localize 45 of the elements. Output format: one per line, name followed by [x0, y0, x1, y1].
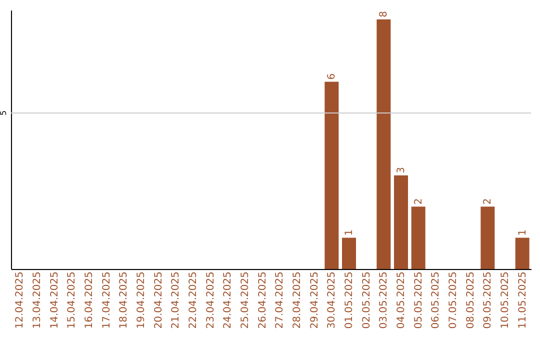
x-tick-label: 01.05.2025: [344, 272, 355, 329]
bar: [324, 82, 339, 269]
x-tick-label: 04.05.2025: [396, 272, 407, 329]
x-tick-label: 17.04.2025: [101, 272, 112, 329]
x-tick-label: 28.04.2025: [292, 272, 303, 329]
x-tick-label: 20.04.2025: [153, 272, 164, 329]
x-tick-label: 19.04.2025: [136, 272, 147, 329]
x-tick-label: 15.04.2025: [66, 272, 78, 329]
bar: [411, 206, 426, 269]
bar: [515, 238, 530, 269]
data-label: 6: [326, 73, 338, 80]
ref-line-label: 5: [0, 110, 8, 116]
x-tick-label: 11.05.2025: [517, 272, 528, 329]
data-label: 8: [378, 10, 390, 18]
x-tick-label: 08.05.2025: [465, 272, 476, 329]
data-label: 2: [482, 198, 494, 205]
x-tick-label: 26.04.2025: [257, 272, 268, 329]
bar: [480, 206, 495, 269]
data-label: 3: [396, 167, 407, 174]
bar: [376, 19, 391, 269]
bar: [394, 175, 408, 269]
x-tick-label: 09.05.2025: [482, 272, 494, 329]
x-tick-label: 29.04.2025: [309, 272, 320, 329]
x-tick-label: 23.04.2025: [205, 272, 216, 329]
x-tick-label: 13.04.2025: [32, 272, 43, 329]
x-tick-label: 22.04.2025: [188, 272, 199, 329]
x-tick-label: 03.05.2025: [378, 272, 390, 329]
x-tick-label: 24.04.2025: [222, 272, 234, 329]
x-tick-label: 21.04.2025: [170, 272, 182, 329]
x-tick-label: 10.05.2025: [500, 272, 511, 329]
x-tick-label: 05.05.2025: [413, 272, 424, 329]
data-label: 2: [413, 198, 424, 205]
x-tick-label: 14.04.2025: [49, 272, 60, 329]
data-label: 1: [344, 229, 355, 236]
x-tick-label: 16.04.2025: [84, 272, 95, 329]
x-tick-label: 18.04.2025: [118, 272, 130, 329]
data-label: 1: [517, 229, 528, 236]
x-tick-label: 02.05.2025: [361, 272, 372, 329]
x-tick-label: 30.04.2025: [326, 272, 338, 329]
x-tick-label: 07.05.2025: [448, 272, 459, 329]
x-tick-label: 27.04.2025: [274, 272, 286, 329]
bar: [342, 238, 356, 269]
x-tick-label: 12.04.2025: [14, 272, 26, 329]
x-tick-label: 25.04.2025: [240, 272, 251, 329]
x-tick-label: 06.05.2025: [430, 272, 442, 329]
